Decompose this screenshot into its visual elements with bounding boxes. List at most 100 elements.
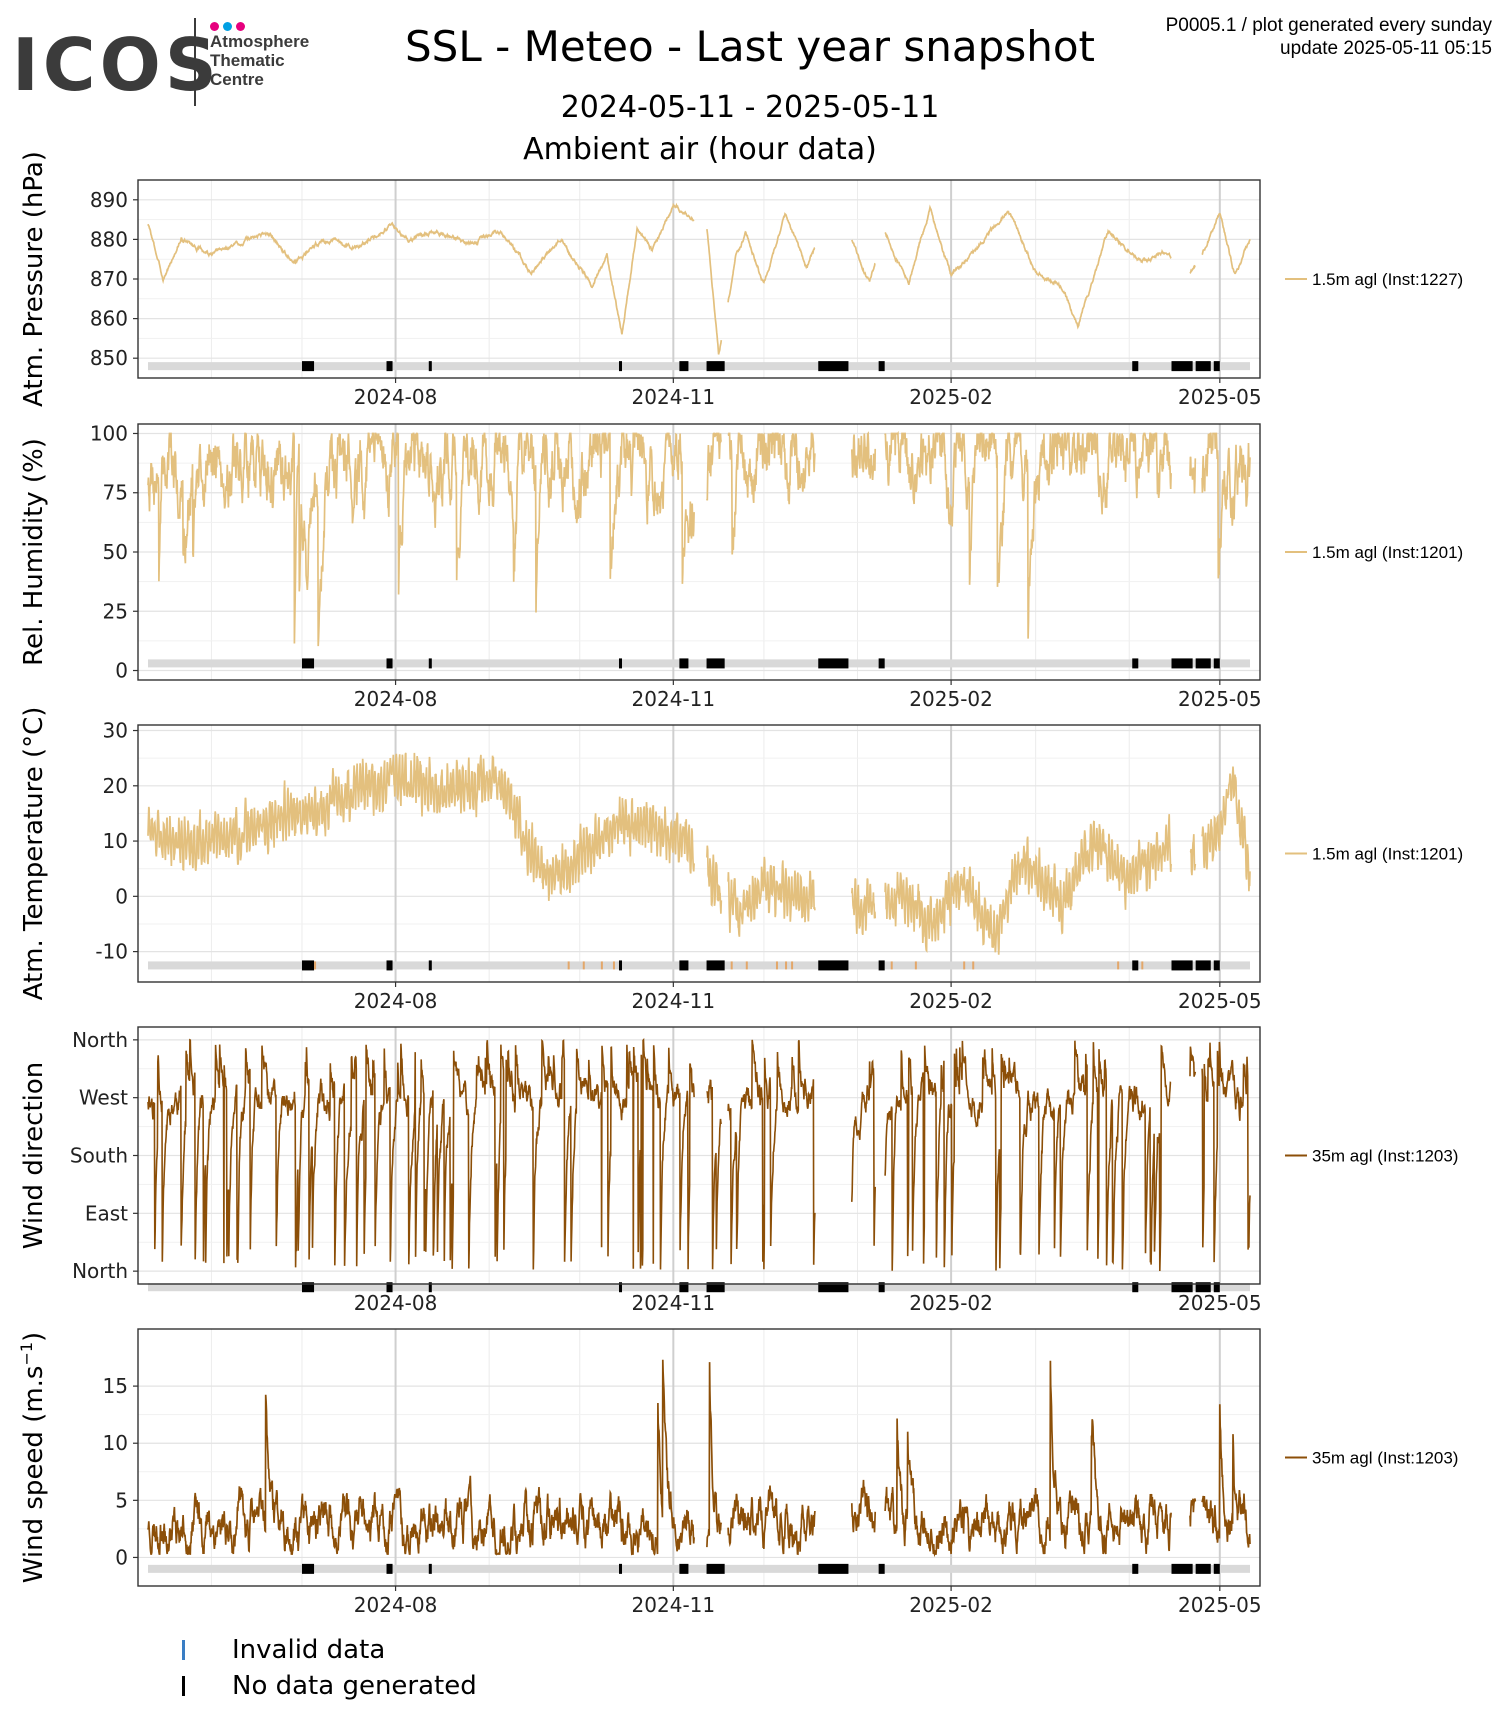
- y-tick-label: 870: [90, 267, 128, 291]
- no-data-mark: [1213, 1563, 1220, 1574]
- no-data-mark: [706, 960, 725, 971]
- series-line: [706, 228, 723, 355]
- legend-nodata-label: No data generated: [232, 1671, 477, 1701]
- no-data-mark: [301, 361, 315, 372]
- no-data-mark: [1132, 1282, 1139, 1293]
- y-tick-label: 25: [103, 599, 128, 623]
- status-bar: [148, 1283, 1250, 1292]
- no-data-mark: [1195, 1282, 1211, 1293]
- invalid-data-mark: [963, 961, 966, 970]
- no-data-mark: [679, 1563, 689, 1574]
- legend-label: 1.5m agl (Inst:1201): [1312, 543, 1463, 562]
- legend-invalid-label: Invalid data: [232, 1635, 386, 1665]
- no-data-mark: [386, 960, 393, 971]
- invalid-data-mark: [914, 961, 917, 970]
- legend-label: 35m agl (Inst:1203): [1312, 1147, 1458, 1166]
- meta-line: P0005.1 / plot generated every sunday: [1165, 15, 1492, 36]
- no-data-mark: [1132, 361, 1139, 372]
- no-data-mark: [1132, 960, 1139, 971]
- no-data-mark: [878, 361, 885, 372]
- no-data-mark: [1213, 960, 1220, 971]
- y-tick-label: 20: [103, 774, 128, 798]
- x-tick-label: 2024-08: [354, 1593, 438, 1617]
- no-data-mark: [878, 1563, 885, 1574]
- no-data-mark: [878, 1282, 885, 1293]
- y-tick-label: 5: [115, 1488, 128, 1512]
- no-data-mark: [1213, 361, 1220, 372]
- y-tick-label: 100: [90, 421, 128, 445]
- y-axis-label: Rel. Humidity (%): [19, 438, 49, 666]
- series-line: [884, 204, 1172, 330]
- no-data-mark: [878, 960, 885, 971]
- series-line: [706, 1079, 723, 1270]
- icos-logo: ICOS Atmosphere Thematic Centre: [12, 18, 342, 108]
- x-tick-label: 2025-02: [909, 1593, 993, 1617]
- logo-line: Thematic: [210, 51, 285, 70]
- logo-line: Atmosphere: [210, 32, 310, 51]
- series-line: [727, 1485, 816, 1556]
- status-bar: [148, 362, 1250, 371]
- no-data-mark: [301, 1282, 315, 1293]
- invalid-data-mark: [182, 1640, 185, 1660]
- series-line: [884, 430, 1172, 639]
- y-tick-label: 10: [103, 829, 128, 853]
- no-data-mark: [428, 658, 432, 669]
- series-line: [1189, 456, 1197, 494]
- no-data-mark: [428, 361, 432, 372]
- plot-area: [138, 725, 1260, 982]
- x-tick-label: 2024-11: [632, 989, 716, 1013]
- x-tick-label: 2025-05: [1178, 989, 1262, 1013]
- logo-subtitle: Atmosphere Thematic Centre: [210, 32, 309, 89]
- legend-invalid: Invalid data: [170, 1632, 477, 1668]
- plot-frame: [137, 1328, 1261, 1587]
- series-line: [850, 878, 877, 935]
- no-data-mark: [679, 361, 689, 372]
- status-bar: [148, 1564, 1250, 1573]
- legend-label: 35m agl (Inst:1203): [1312, 1449, 1458, 1468]
- no-data-mark: [301, 1563, 315, 1574]
- y-tick-label: 50: [103, 540, 128, 564]
- y-tick-label: 850: [90, 346, 128, 370]
- x-tick-label: 2025-05: [1178, 385, 1262, 409]
- y-tick-label: North: [72, 1028, 128, 1052]
- no-data-mark: [1171, 1282, 1193, 1293]
- status-bar: [148, 659, 1250, 668]
- invalid-data-mark: [745, 961, 748, 970]
- y-tick-label: 30: [103, 719, 128, 743]
- invalid-data-mark: [1141, 961, 1144, 970]
- y-tick-label: 0: [115, 659, 128, 683]
- y-axis-label: Wind speed (m.s−1): [17, 1332, 49, 1583]
- logo-dot: [236, 22, 245, 31]
- no-data-mark: [618, 960, 623, 971]
- legend-label: 1.5m agl (Inst:1201): [1312, 845, 1463, 864]
- logo-divider: [194, 18, 196, 106]
- no-data-mark: [618, 1282, 623, 1293]
- no-data-mark: [1213, 1282, 1220, 1293]
- no-data-mark: [679, 1282, 689, 1293]
- x-tick-label: 2025-02: [909, 989, 993, 1013]
- invalid-data-mark: [775, 961, 778, 970]
- series-line: [850, 1479, 877, 1533]
- series-line: [727, 432, 816, 555]
- invalid-data-mark: [600, 961, 603, 970]
- y-tick-label: 880: [90, 227, 128, 251]
- no-data-mark: [1171, 658, 1193, 669]
- x-tick-label: 2025-02: [909, 687, 993, 711]
- x-tick-label: 2025-05: [1178, 1291, 1262, 1315]
- series-line: [851, 1059, 876, 1246]
- x-tick-label: 2024-08: [354, 989, 438, 1013]
- series-line: [1201, 432, 1251, 579]
- series-line: [850, 431, 877, 481]
- no-data-mark: [818, 361, 849, 372]
- y-tick-label: North: [72, 1259, 128, 1283]
- plot-frame: [137, 179, 1261, 379]
- x-tick-label: 2024-11: [632, 1593, 716, 1617]
- series-line: [147, 752, 695, 901]
- series-line: [727, 1039, 816, 1270]
- series-line: [1189, 1046, 1197, 1077]
- invalid-data-mark: [785, 961, 788, 970]
- y-tick-label: 15: [103, 1374, 128, 1398]
- x-tick-label: 2024-11: [632, 385, 716, 409]
